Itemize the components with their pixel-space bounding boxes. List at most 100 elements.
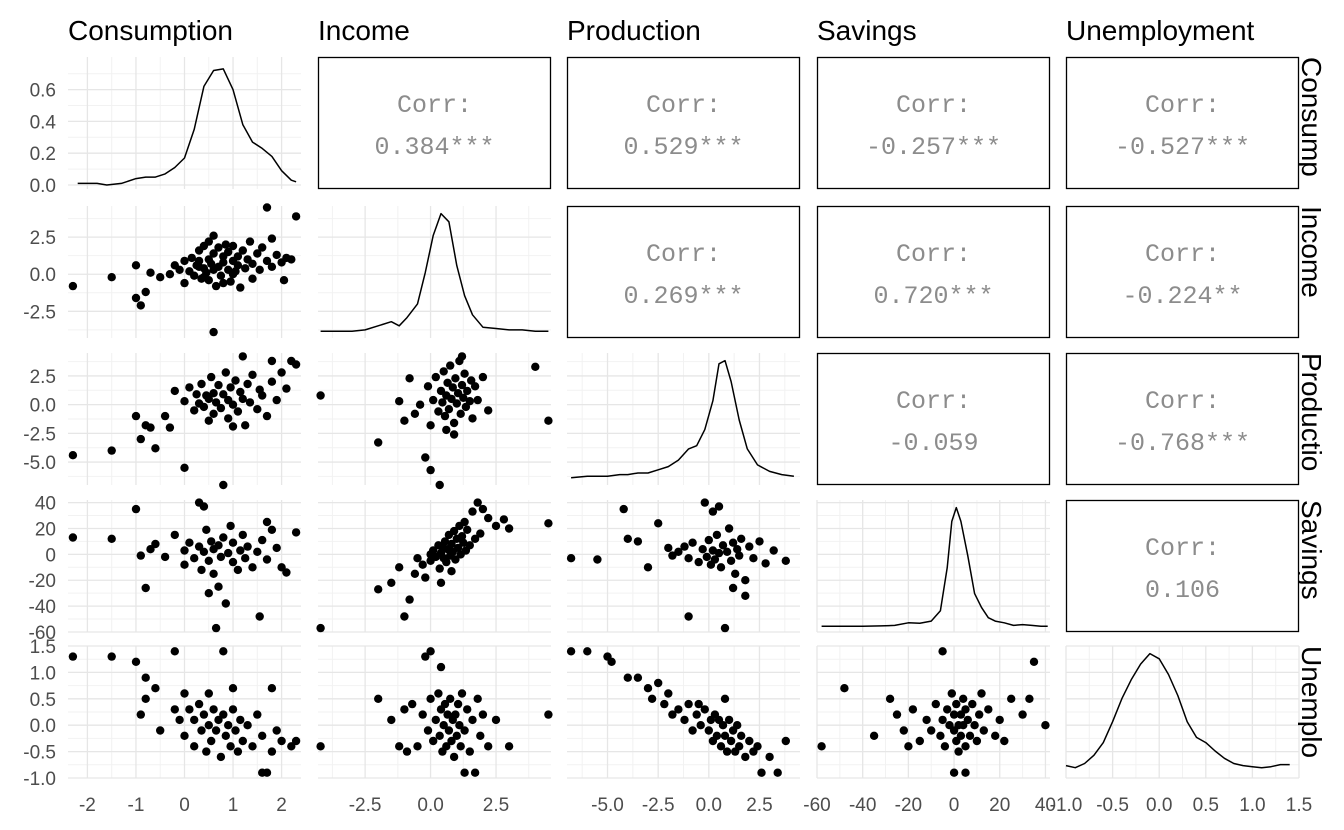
scatter-point [869, 731, 879, 740]
scatter-point [447, 567, 456, 576]
scatter-point [434, 407, 443, 416]
scatter-point [714, 548, 724, 558]
scatter-point [438, 398, 447, 407]
scatter-point [413, 554, 422, 563]
scatter-point [156, 273, 165, 282]
scatter-point [267, 684, 277, 693]
scatter-point [214, 582, 223, 591]
scatter-point [965, 731, 975, 740]
corr-panel-1-4 [1065, 205, 1300, 339]
scatter-point [224, 721, 233, 730]
scatter-point [68, 281, 78, 291]
scatter-point [623, 673, 632, 682]
scatter-point [1041, 721, 1050, 730]
scatter-point [674, 705, 683, 714]
y-tick-label: -1.0 [23, 769, 56, 790]
scatter-point [674, 547, 683, 556]
scatter-point [949, 710, 959, 719]
scatter-point [737, 534, 746, 543]
scatter-point [248, 742, 257, 751]
scatter-point [262, 256, 272, 266]
y-tick-label: 0.0 [30, 265, 56, 286]
scatter-point [267, 356, 277, 366]
scatter-point [216, 403, 226, 413]
y-tick-label: 2.5 [30, 367, 56, 388]
scatter-point [418, 560, 427, 569]
scatter-point [236, 283, 245, 292]
column-label-savings: Savings [817, 15, 917, 46]
scatter-point [267, 525, 277, 534]
y-tick-label: -60 [29, 623, 56, 644]
scatter-point [395, 742, 404, 751]
scatter-point [1025, 694, 1034, 703]
scatter-point [459, 393, 468, 402]
scatter-point [170, 530, 179, 540]
scatter-point [704, 535, 713, 545]
corr-value: 0.269*** [623, 282, 743, 311]
scatter-point [402, 747, 412, 756]
scatter-point [449, 418, 459, 428]
y-tick-label: 0.4 [30, 112, 57, 133]
scatter-point [146, 268, 155, 277]
scatter-point [460, 768, 469, 777]
corr-label: Corr: [896, 91, 971, 120]
scatter-point [633, 537, 643, 546]
x-tick-label: -1 [128, 795, 145, 816]
scatter-point [236, 387, 245, 397]
scatter-point [460, 369, 469, 378]
scatter-point [107, 652, 116, 661]
scatter-point [749, 554, 758, 563]
scatter-point [197, 379, 206, 389]
density-line-production [571, 359, 794, 479]
scatter-point [238, 352, 247, 361]
scatter-point [936, 731, 945, 740]
scatter-point [131, 504, 141, 514]
scatter-point [455, 721, 464, 730]
scatter-point [728, 538, 738, 547]
scatter-point [722, 747, 732, 756]
corr-value: -0.257*** [866, 133, 1001, 162]
scatter-point [619, 504, 628, 514]
scatter-point [647, 694, 657, 703]
scatter-point [940, 742, 950, 751]
scatter-point [180, 278, 189, 288]
scatter-point [484, 513, 493, 523]
scatter-point [442, 425, 451, 435]
y-tick-label: -2.5 [23, 424, 56, 445]
scatter-point [272, 726, 281, 735]
scatter-point [457, 380, 467, 390]
x-tick-label: -60 [803, 795, 830, 816]
scatter-point [221, 731, 230, 740]
scatter-point [262, 555, 272, 564]
scatter-point [279, 276, 289, 285]
scatter-point [698, 545, 707, 554]
scatter-point [131, 657, 141, 666]
scatter-point [447, 539, 456, 549]
scatter-point [204, 416, 213, 425]
scatter-point [408, 699, 417, 709]
scatter-point [735, 551, 744, 560]
scatter-point [209, 569, 218, 578]
scatter-point [253, 405, 262, 414]
scatter-point [840, 684, 849, 693]
scatter-point [885, 694, 895, 703]
scatter-point [566, 554, 576, 563]
scatter-point [131, 293, 141, 303]
scatter-point [423, 726, 433, 735]
scatter-point [190, 554, 199, 563]
scatter-point [226, 742, 235, 751]
scatter-point [236, 715, 245, 725]
scatter-point [241, 554, 250, 563]
scatter-point [219, 390, 228, 399]
scatter-point [781, 556, 790, 565]
y-tick-label: -0.5 [23, 743, 56, 764]
corr-value: -0.059 [888, 429, 978, 458]
scatter-point [255, 265, 264, 274]
scatter-point [457, 532, 467, 541]
corr-label: Corr: [896, 240, 971, 269]
scatter-point [922, 715, 931, 725]
scatter-point [141, 287, 150, 297]
scatter-point [451, 555, 460, 564]
scatter-point [457, 689, 467, 698]
